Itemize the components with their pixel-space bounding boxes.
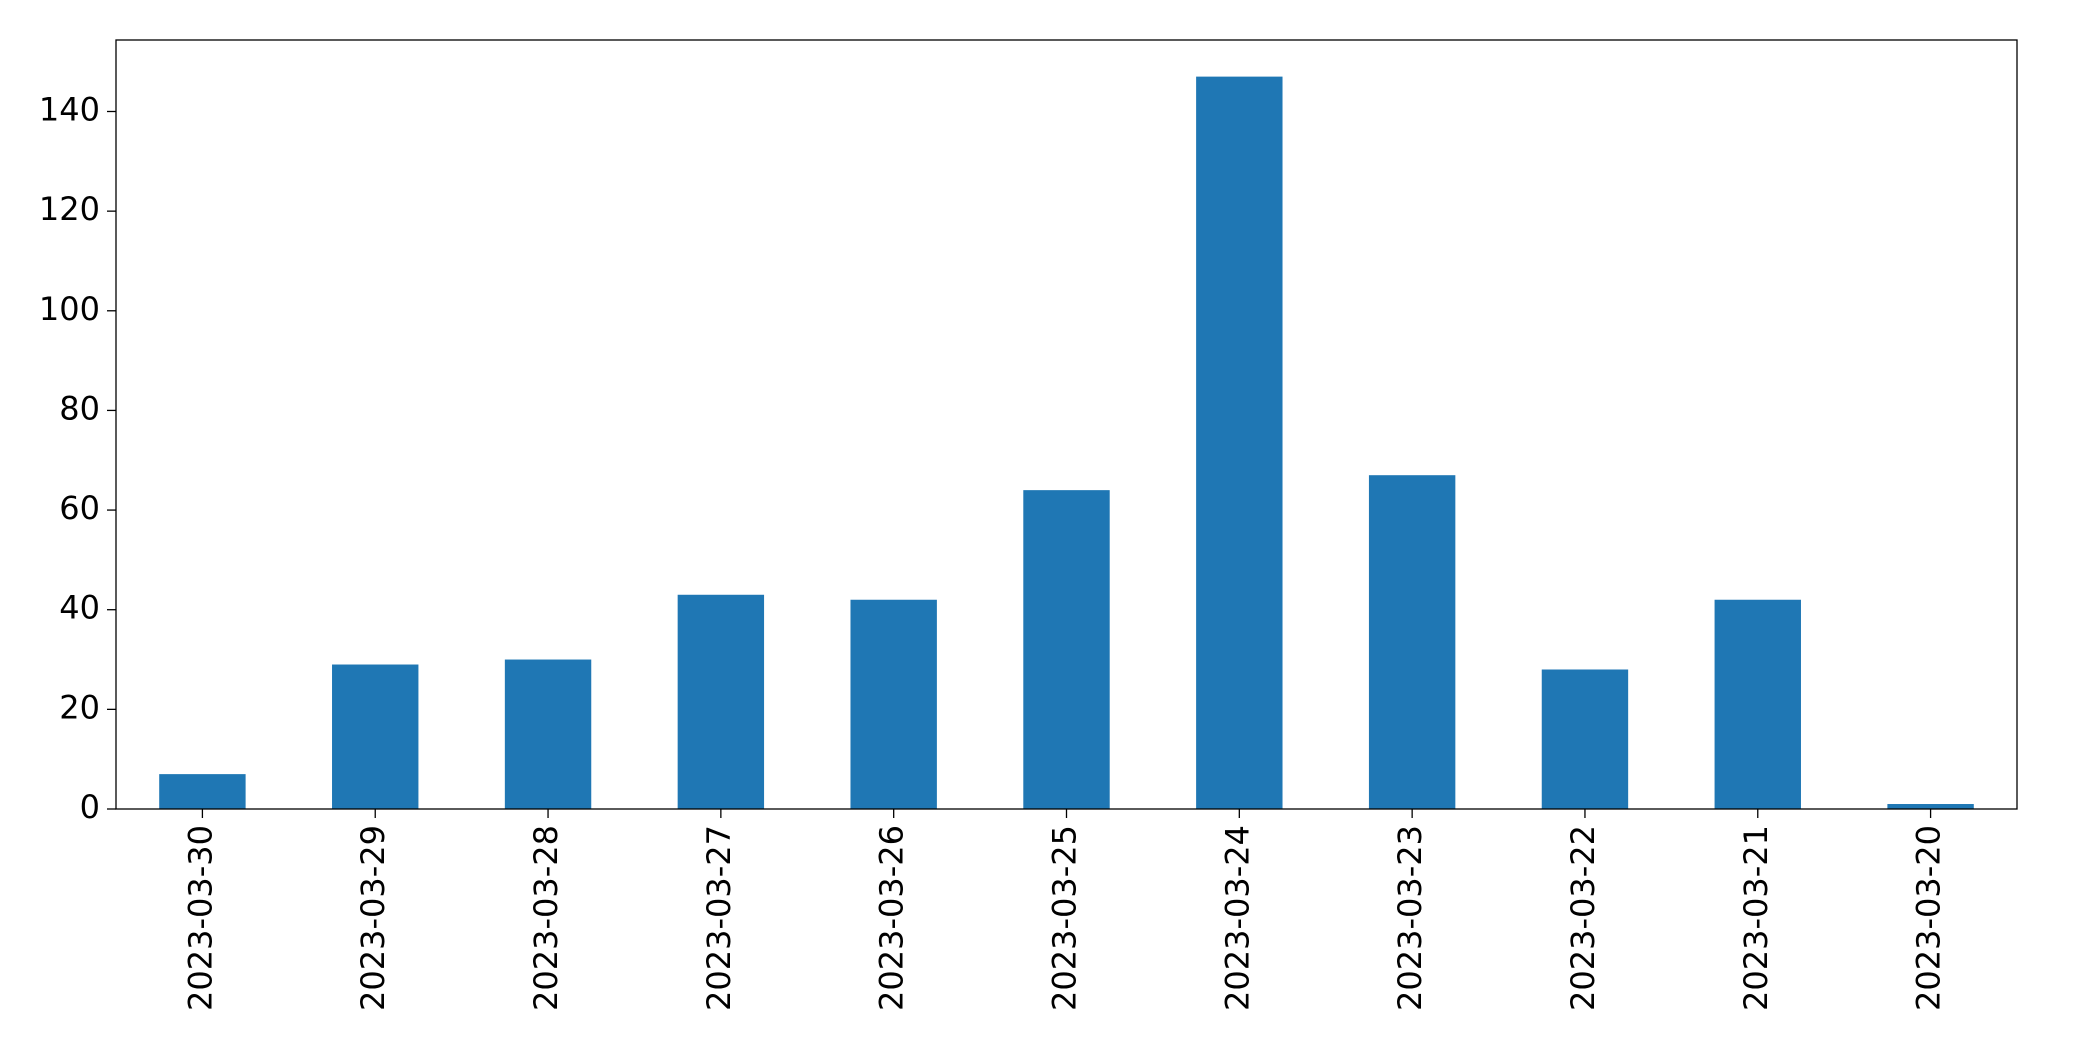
y-tick-label: 40 xyxy=(59,589,100,627)
y-tick-label: 0 xyxy=(80,788,100,826)
bar xyxy=(1368,475,1456,809)
bar xyxy=(850,599,937,809)
x-tick-label: 2023-03-22 xyxy=(1564,825,1602,1011)
y-tick-label: 100 xyxy=(39,290,100,328)
bar xyxy=(1714,599,1801,809)
plot-frame xyxy=(115,39,2018,810)
x-tick-label: 2023-03-25 xyxy=(1046,825,1084,1011)
x-tick-label: 2023-03-20 xyxy=(1910,825,1948,1011)
bar xyxy=(1196,76,1283,810)
x-tick-label: 2023-03-21 xyxy=(1737,825,1775,1011)
y-tick-label: 80 xyxy=(59,389,100,427)
bar xyxy=(504,659,592,809)
bar xyxy=(1887,804,1974,809)
y-tick-label: 20 xyxy=(59,688,100,726)
x-tick-label: 2023-03-23 xyxy=(1391,825,1429,1011)
y-tick-label: 60 xyxy=(59,489,100,527)
x-tick-label: 2023-03-24 xyxy=(1218,825,1256,1011)
x-tick-label: 2023-03-28 xyxy=(527,825,565,1011)
x-tick-label: 2023-03-29 xyxy=(354,825,392,1011)
bar xyxy=(332,664,419,809)
x-tick-label: 2023-03-27 xyxy=(700,825,738,1011)
bar xyxy=(677,594,765,809)
bar xyxy=(1023,490,1110,809)
y-tick-label: 140 xyxy=(39,90,100,128)
y-tick-label: 120 xyxy=(39,190,100,228)
bar xyxy=(1541,669,1629,809)
bar xyxy=(159,774,246,809)
x-tick-label: 2023-03-26 xyxy=(873,825,911,1011)
x-tick-label: 2023-03-30 xyxy=(181,825,219,1011)
